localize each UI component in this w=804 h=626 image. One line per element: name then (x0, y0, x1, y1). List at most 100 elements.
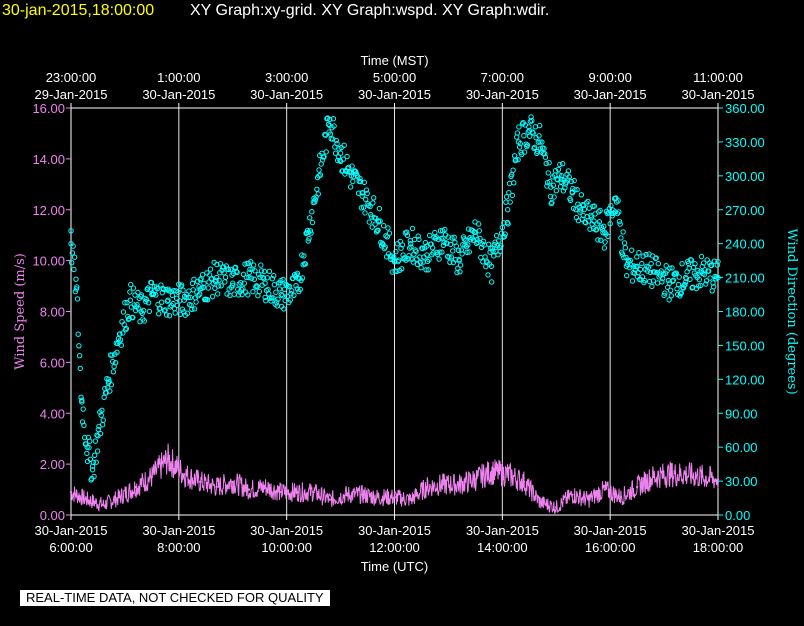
wind-direction-point-fill (343, 168, 349, 175)
wind-direction-point-fill (371, 195, 377, 201)
wind-direction-point (391, 257, 398, 264)
wind-direction-point (138, 308, 144, 315)
wind-direction-point (488, 263, 495, 269)
x2-tick-label-time: 1:00:00 (157, 70, 200, 85)
wind-direction-point-fill (254, 284, 260, 290)
wind-direction-point-fill (513, 157, 519, 163)
wind-direction-point-fill (455, 247, 462, 254)
wind-direction-point-fill (287, 297, 293, 303)
y-left-tick-label: 0.00 (40, 508, 65, 523)
wind-direction-point-fill (493, 233, 500, 239)
y-left-tick-label: 16.00 (32, 101, 65, 116)
wind-direction-point-fill (315, 191, 321, 197)
wind-direction-point-fill (314, 186, 320, 193)
wind-direction-point-fill (306, 235, 312, 242)
wind-direction-point-fill (179, 282, 185, 288)
wind-direction-point-fill (696, 276, 702, 283)
wind-direction-point-fill (188, 302, 194, 309)
wind-speed-point (571, 493, 574, 496)
wind-direction-point-fill (640, 253, 646, 259)
wind-direction-point (181, 297, 187, 303)
wind-direction-point-fill (286, 283, 293, 290)
wind-direction-point-fill (68, 228, 74, 234)
x-tick-label-time: 18:00:00 (693, 540, 744, 555)
wind-direction-point-fill (369, 224, 375, 230)
wind-direction-point-fill (437, 249, 443, 255)
wind-speed-point (474, 478, 477, 481)
wind-direction-point-fill (92, 452, 98, 458)
wind-direction-point-fill (284, 293, 291, 299)
wind-direction-point-fill (708, 262, 715, 269)
x-tick-label-date: 30-Jan-2015 (574, 523, 647, 538)
wind-speed-point (166, 457, 170, 461)
wind-speed-point (183, 473, 186, 476)
wind-direction-point-fill (381, 223, 387, 229)
wind-direction-point-fill (218, 283, 224, 289)
wind-direction-point-fill (553, 188, 559, 194)
wind-direction-point-fill (629, 247, 635, 253)
wind-direction-point-fill (411, 236, 418, 243)
wind-direction-point-fill (73, 276, 79, 282)
wind-direction-point-fill (571, 177, 577, 184)
wind-direction-point-fill (601, 223, 607, 230)
wind-speed-point (506, 473, 509, 476)
wind-direction-point (569, 190, 576, 196)
wind-speed-point (247, 488, 251, 491)
wind-direction-point-fill (596, 219, 603, 225)
wind-direction-point-fill (146, 308, 153, 315)
wind-direction-point-fill (547, 179, 553, 185)
wind-direction-point-fill (215, 283, 222, 289)
wind-direction-point-fill (248, 259, 254, 265)
wind-direction-point-fill (166, 313, 173, 319)
wind-direction-point-fill (650, 278, 656, 284)
wind-direction-point-fill (608, 203, 614, 209)
wind-direction-point-fill (246, 269, 253, 276)
wind-direction-point-fill (521, 149, 528, 155)
wind-direction-point-fill (114, 349, 120, 355)
wind-direction-point (316, 173, 322, 179)
wind-direction-point-fill (675, 281, 682, 288)
wind-direction-point (407, 240, 414, 247)
wind-direction-point-fill (366, 219, 372, 225)
wind-direction-point-fill (636, 250, 642, 256)
wind-direction-point-fill (256, 288, 262, 295)
wind-direction-point (106, 376, 112, 383)
wind-direction-point-fill (90, 459, 97, 465)
wind-direction-point-fill (270, 295, 276, 301)
wind-direction-point-fill (497, 248, 503, 255)
wind-direction-point-fill (394, 241, 401, 247)
wind-direction-point-fill (668, 293, 674, 299)
x-tick-label-time: 6:00:00 (49, 540, 92, 555)
wind-speed-trace (70, 443, 719, 514)
wind-direction-point-fill (450, 248, 456, 254)
wind-direction-point-fill (552, 168, 559, 174)
wind-direction-point-fill (250, 262, 257, 268)
wind-direction-point-fill (714, 262, 720, 268)
wind-direction-point (650, 269, 656, 275)
wind-direction-point-fill (312, 197, 319, 203)
y-right-tick-label: 330.00 (725, 135, 765, 150)
wind-direction-point-fill (707, 275, 713, 281)
wind-direction-point-fill (464, 249, 470, 256)
x2-tick-label-time: 23:00:00 (46, 70, 97, 85)
wind-direction-point-fill (189, 306, 195, 312)
y-left-tick-label: 12.00 (32, 203, 65, 218)
wind-direction-point-fill (556, 172, 562, 178)
wind-direction-point-fill (273, 299, 280, 305)
wind-direction-point-fill (157, 305, 163, 312)
wind-direction-point (440, 235, 446, 241)
wind-direction-point-fill (418, 265, 424, 271)
wind-direction-point-fill (598, 237, 604, 243)
x2-tick-label-date: 29-Jan-2015 (35, 87, 108, 102)
wind-direction-point-fill (587, 226, 593, 232)
wind-direction-point-fill (174, 302, 181, 309)
wind-direction-point (89, 467, 96, 473)
wind-direction-point-fill (99, 407, 105, 413)
wind-direction-point-fill (148, 279, 155, 286)
wind-direction-point-fill (323, 149, 329, 155)
wind-direction-point-fill (528, 114, 534, 120)
wind-direction-point-fill (255, 271, 262, 278)
wind-direction-point-fill (547, 193, 554, 200)
wind-direction-point-fill (376, 205, 383, 212)
wind-direction-point-fill (447, 259, 453, 265)
